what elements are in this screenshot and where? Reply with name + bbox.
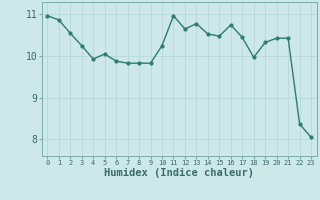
X-axis label: Humidex (Indice chaleur): Humidex (Indice chaleur) — [104, 168, 254, 178]
